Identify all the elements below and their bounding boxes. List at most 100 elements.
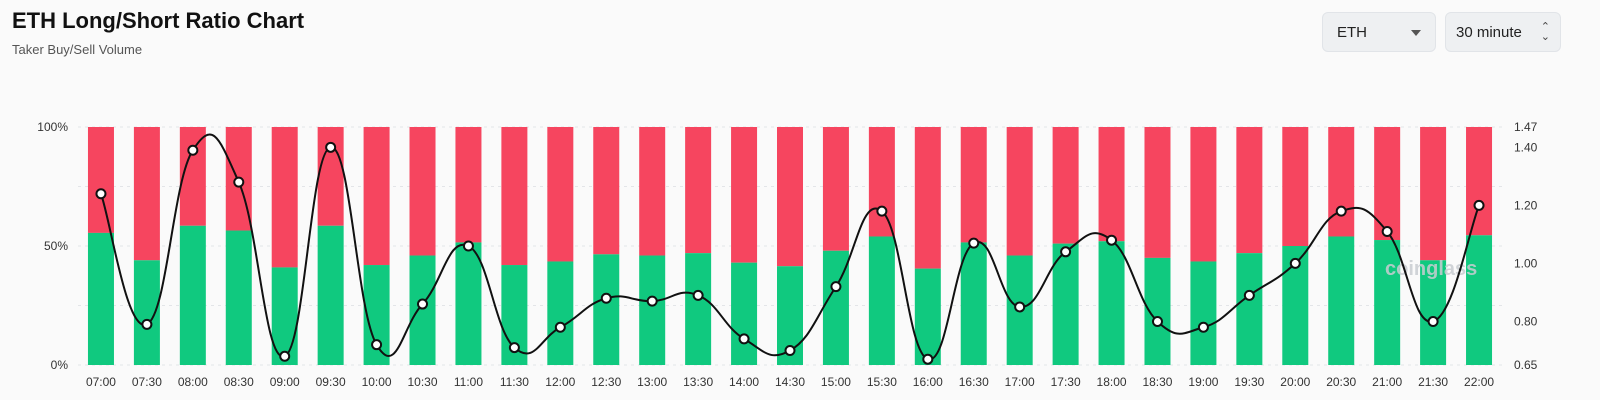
x-axis-tick-label: 12:00 (545, 375, 575, 389)
long-bar[interactable] (1052, 243, 1079, 365)
short-bar[interactable] (1466, 127, 1493, 236)
short-bar[interactable] (1144, 127, 1171, 258)
ratio-point[interactable] (922, 353, 934, 365)
x-axis-tick-label: 14:00 (729, 375, 759, 389)
short-bar[interactable] (685, 127, 712, 254)
ratio-point[interactable] (1151, 315, 1163, 327)
left-axis-tick-label: 0% (51, 358, 69, 372)
short-bar[interactable] (1236, 127, 1263, 254)
ratio-point[interactable] (968, 237, 980, 249)
long-bar[interactable] (639, 255, 666, 365)
ratio-point[interactable] (646, 295, 658, 307)
long-bar[interactable] (547, 261, 574, 365)
short-bar[interactable] (1420, 127, 1447, 261)
long-bar[interactable] (593, 254, 620, 365)
x-axis-tick-label: 18:30 (1142, 375, 1172, 389)
short-bar[interactable] (501, 127, 528, 266)
ratio-point[interactable] (1060, 246, 1072, 258)
short-bar[interactable] (1328, 127, 1355, 237)
ratio-point[interactable] (462, 240, 474, 252)
ratio-point[interactable] (233, 176, 245, 188)
short-bar[interactable] (822, 127, 849, 251)
short-bar[interactable] (914, 127, 941, 269)
long-bar[interactable] (317, 225, 344, 365)
ratio-point[interactable] (600, 292, 612, 304)
long-bar[interactable] (868, 236, 895, 365)
long-bar[interactable] (914, 268, 941, 365)
short-bar[interactable] (1190, 127, 1217, 262)
short-bar[interactable] (409, 127, 436, 256)
long-bar[interactable] (1236, 253, 1263, 365)
long-bar[interactable] (685, 253, 712, 365)
short-bar[interactable] (1052, 127, 1079, 244)
short-bar[interactable] (547, 127, 574, 262)
ratio-point[interactable] (141, 318, 153, 330)
ratio-point[interactable] (1014, 301, 1026, 313)
long-bar[interactable] (1098, 241, 1125, 365)
short-bar[interactable] (868, 127, 895, 237)
short-bar[interactable] (1374, 127, 1401, 241)
up-down-arrows-icon: ⌃ ⌄ (1540, 21, 1550, 43)
short-bar[interactable] (593, 127, 620, 255)
short-bar[interactable] (1098, 127, 1125, 242)
short-bar[interactable] (271, 127, 298, 268)
ratio-point[interactable] (1243, 289, 1255, 301)
x-axis-tick-label: 08:30 (224, 375, 254, 389)
symbol-select[interactable]: ETH (1322, 12, 1436, 52)
ratio-point[interactable] (692, 289, 704, 301)
ratio-point[interactable] (1106, 234, 1118, 246)
ratio-point[interactable] (371, 339, 383, 351)
ratio-point[interactable] (1473, 199, 1485, 211)
long-bar[interactable] (87, 232, 114, 365)
ratio-point[interactable] (187, 144, 199, 156)
ratio-point[interactable] (1381, 225, 1393, 237)
page-title: ETH Long/Short Ratio Chart (12, 8, 305, 33)
long-bar[interactable] (1466, 235, 1493, 365)
ratio-point[interactable] (279, 350, 291, 362)
long-bar[interactable] (455, 242, 482, 365)
right-axis-tick-label: 1.47 (1514, 120, 1538, 134)
ratio-point[interactable] (876, 205, 888, 217)
ratio-point[interactable] (325, 141, 337, 153)
short-bar[interactable] (639, 127, 666, 256)
x-axis-tick-label: 11:00 (454, 375, 483, 389)
long-bar[interactable] (1190, 261, 1217, 365)
long-bar[interactable] (179, 225, 206, 365)
x-axis-tick-label: 15:00 (821, 375, 851, 389)
short-bar[interactable] (960, 127, 987, 243)
ratio-point[interactable] (1335, 205, 1347, 217)
short-bar[interactable] (1282, 127, 1309, 246)
long-bar[interactable] (1328, 236, 1355, 365)
ratio-point[interactable] (1197, 321, 1209, 333)
ratio-point[interactable] (738, 333, 750, 345)
short-bar[interactable] (363, 127, 390, 266)
x-axis-tick-label: 10:00 (362, 375, 392, 389)
short-bar[interactable] (1006, 127, 1033, 256)
ratio-point[interactable] (1427, 315, 1439, 327)
short-bar[interactable] (179, 127, 206, 226)
right-axis-tick-label: 1.40 (1514, 140, 1538, 154)
long-bar[interactable] (960, 242, 987, 365)
ratio-point[interactable] (95, 188, 107, 200)
long-bar[interactable] (1374, 240, 1401, 365)
short-bar[interactable] (777, 127, 803, 267)
long-bar[interactable] (409, 255, 436, 365)
ratio-point[interactable] (784, 344, 796, 356)
x-axis-tick-label: 12:30 (591, 375, 621, 389)
interval-select[interactable]: 30 minute ⌃ ⌄ (1445, 12, 1561, 52)
short-bar[interactable] (317, 127, 344, 226)
short-bar[interactable] (87, 127, 114, 233)
long-bar[interactable] (225, 230, 252, 365)
x-axis-tick-label: 19:30 (1234, 375, 1264, 389)
ratio-point[interactable] (554, 321, 566, 333)
short-bar[interactable] (455, 127, 482, 243)
ratio-point[interactable] (508, 342, 520, 354)
right-axis-tick-label: 0.65 (1514, 358, 1538, 372)
long-bar[interactable] (731, 262, 758, 365)
ratio-point[interactable] (1289, 257, 1301, 269)
ratio-point[interactable] (830, 281, 842, 293)
short-bar[interactable] (731, 127, 758, 263)
ratio-point[interactable] (417, 298, 429, 310)
x-axis-tick-label: 13:30 (683, 375, 713, 389)
short-bar[interactable] (133, 127, 160, 261)
